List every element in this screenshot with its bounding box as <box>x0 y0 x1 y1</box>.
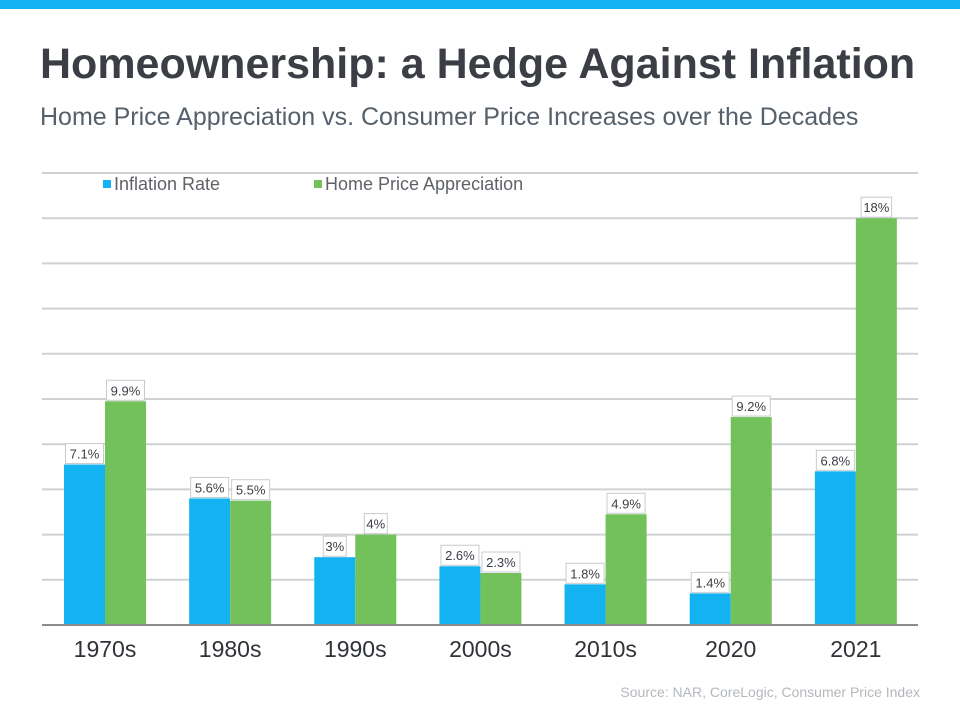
data-label: 3% <box>325 539 344 554</box>
x-tick-label: 1980s <box>199 636 262 662</box>
data-label-box <box>860 196 893 218</box>
page-title: Homeownership: a Hedge Against Inflation <box>40 40 916 88</box>
legend-swatch <box>103 180 111 188</box>
data-label-box <box>363 513 388 535</box>
bar-inflation <box>189 498 231 625</box>
bar-home-price <box>605 514 647 625</box>
data-label: 1.4% <box>695 575 725 590</box>
data-label: 2.6% <box>445 548 475 563</box>
bar-inflation <box>439 566 481 625</box>
legend-label: Inflation Rate <box>114 174 220 194</box>
data-label: 6.8% <box>821 453 851 468</box>
bar-inflation <box>564 584 606 625</box>
bar-home-price <box>855 218 897 625</box>
data-label-box <box>190 476 230 498</box>
top-accent-bar <box>0 0 960 9</box>
data-label-box <box>690 571 730 593</box>
data-label-box <box>565 562 605 584</box>
x-tick-label: 2010s <box>574 636 637 662</box>
data-label-box <box>322 535 347 557</box>
data-label: 9.9% <box>111 383 141 398</box>
bar-inflation <box>689 593 731 625</box>
data-label: 1.8% <box>570 566 600 581</box>
bar-inflation <box>64 464 105 625</box>
data-label-box <box>606 492 646 514</box>
data-label-box <box>106 379 145 401</box>
source-note: Source: NAR, CoreLogic, Consumer Price I… <box>620 684 920 700</box>
data-label-box <box>815 449 855 471</box>
data-label: 7.1% <box>70 447 100 462</box>
bar-home-price <box>730 417 772 625</box>
x-tick-label: 1990s <box>324 636 387 662</box>
legend-label: Home Price Appreciation <box>325 174 523 194</box>
x-tick-label: 2021 <box>830 636 881 662</box>
x-tick-label: 2020 <box>705 636 756 662</box>
data-label-box <box>440 544 480 566</box>
bar-home-price <box>105 401 146 625</box>
data-label: 9.2% <box>736 399 766 414</box>
data-label-box <box>65 443 104 465</box>
bar-home-price <box>355 534 397 625</box>
data-label-box <box>731 395 771 417</box>
data-label: 4.9% <box>611 496 641 511</box>
bar-home-price <box>480 573 522 625</box>
data-label: 4% <box>366 517 385 532</box>
bar-home-price <box>230 500 272 625</box>
data-label-box <box>231 479 271 501</box>
legend-swatch <box>314 180 322 188</box>
bar-inflation <box>814 471 856 625</box>
bar-inflation <box>314 557 356 625</box>
data-label-box <box>481 551 521 573</box>
data-label: 5.5% <box>236 483 266 498</box>
page-subtitle: Home Price Appreciation vs. Consumer Pri… <box>40 103 859 131</box>
x-tick-label: 1970s <box>74 636 137 662</box>
data-label: 2.3% <box>486 555 516 570</box>
data-label: 18% <box>863 200 889 215</box>
x-tick-label: 2000s <box>449 636 512 662</box>
data-label: 5.6% <box>195 480 225 495</box>
